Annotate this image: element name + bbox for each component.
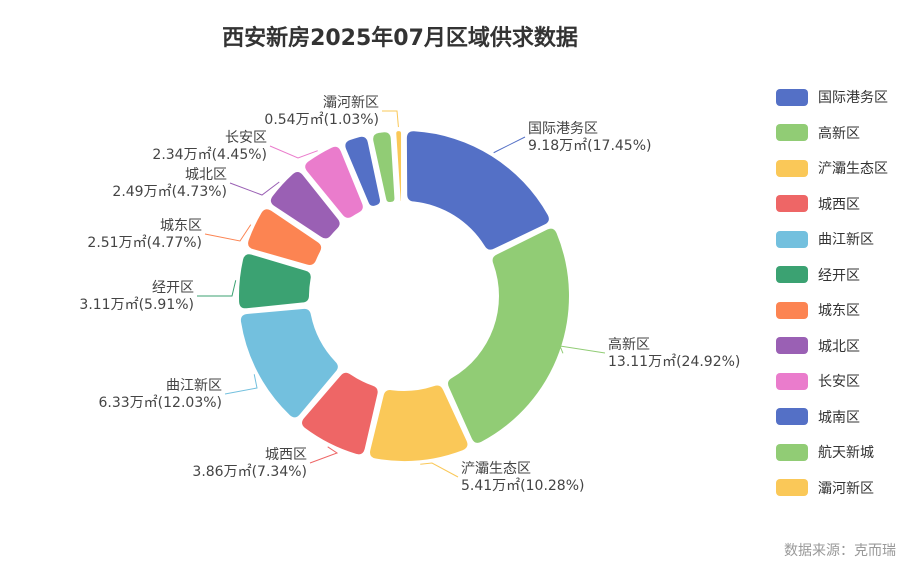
- slice-value-label-5: 3.11万㎡(5.91%): [79, 297, 194, 313]
- slice-7[interactable]: [270, 171, 340, 239]
- slice-10[interactable]: [373, 132, 395, 203]
- legend-item-1[interactable]: 高新区: [776, 122, 888, 144]
- legend-label: 长安区: [818, 374, 860, 390]
- label-line-8: [269, 145, 318, 159]
- label-line-4: [224, 374, 258, 395]
- slice-4[interactable]: [240, 308, 338, 418]
- slice-name-label-0: 国际港务区: [528, 121, 598, 137]
- slice-name-label-3: 城西区: [265, 447, 307, 463]
- slice-name-label-2: 浐灞生态区: [461, 461, 531, 477]
- label-line-0: [493, 136, 526, 154]
- legend-item-9[interactable]: 城南区: [776, 406, 888, 428]
- slice-name-label-7: 城北区: [185, 167, 227, 183]
- slice-value-label-7: 2.49万㎡(4.73%): [112, 184, 227, 200]
- chart-title: 西安新房2025年07月区域供求数据: [222, 26, 578, 51]
- label-line-6: [204, 224, 252, 242]
- legend-label: 曲江新区: [818, 232, 874, 248]
- legend-swatch: [776, 88, 808, 106]
- label-line-5: [197, 280, 237, 297]
- legend-swatch: [776, 443, 808, 461]
- slice-6[interactable]: [248, 209, 322, 265]
- label-line-3: [309, 446, 339, 464]
- legend-label: 城东区: [818, 303, 860, 319]
- slice-value-label-0: 9.18万㎡(17.45%): [528, 138, 651, 154]
- slice-3[interactable]: [302, 372, 378, 455]
- legend-item-5[interactable]: 经开区: [776, 264, 888, 286]
- legend-swatch: [776, 159, 808, 177]
- legend-swatch: [776, 479, 808, 496]
- data-source-note: 数据来源：克而瑞: [784, 543, 896, 559]
- legend-item-7[interactable]: 城北区: [776, 335, 888, 357]
- legend-item-6[interactable]: 城东区: [776, 299, 888, 321]
- legend-item-0[interactable]: 国际港务区: [776, 86, 888, 108]
- slice-name-label-5: 经开区: [152, 280, 194, 296]
- slice-11[interactable]: [396, 131, 402, 202]
- legend-item-4[interactable]: 曲江新区: [776, 228, 888, 250]
- legend-label: 高新区: [818, 125, 860, 142]
- legend-label: 城南区: [818, 409, 860, 426]
- legend-label: 经开区: [818, 267, 860, 284]
- slice-value-label-3: 3.86万㎡(7.34%): [192, 464, 307, 480]
- legend-label: 城西区: [818, 196, 860, 213]
- legend-swatch: [776, 266, 808, 283]
- legend-label: 灞河新区: [818, 480, 874, 497]
- legend-label: 浐灞生态区: [818, 161, 888, 177]
- slice-name-label-4: 曲江新区: [166, 378, 222, 394]
- label-line-7: [229, 181, 280, 196]
- legend-swatch: [776, 337, 808, 354]
- slice-value-label-4: 6.33万㎡(12.03%): [99, 395, 222, 411]
- slice-name-label-11: 灞河新区: [323, 95, 379, 111]
- legend-item-8[interactable]: 长安区: [776, 370, 888, 392]
- legend-swatch: [776, 195, 808, 212]
- legend-item-2[interactable]: 浐灞生态区: [776, 157, 888, 179]
- slice-name-label-1: 高新区: [608, 336, 650, 353]
- slice-value-label-8: 2.34万㎡(4.45%): [152, 147, 267, 163]
- label-line-11: [382, 110, 399, 128]
- legend-swatch: [776, 124, 808, 141]
- slice-9[interactable]: [345, 136, 380, 206]
- legend-swatch: [776, 301, 808, 319]
- legend-item-10[interactable]: 航天新城: [776, 441, 888, 463]
- slice-value-label-6: 2.51万㎡(4.77%): [87, 235, 202, 251]
- legend-item-11[interactable]: 灞河新区: [776, 477, 888, 499]
- legend-item-3[interactable]: 城西区: [776, 193, 888, 215]
- slice-8[interactable]: [305, 146, 363, 218]
- legend-label: 航天新城: [818, 445, 874, 461]
- label-line-2: [420, 462, 459, 478]
- legend-label: 城北区: [818, 338, 860, 355]
- slice-0[interactable]: [406, 131, 549, 250]
- slice-value-label-1: 13.11万㎡(24.92%): [608, 354, 740, 370]
- label-line-1: [559, 345, 606, 354]
- slice-value-label-11: 0.54万㎡(1.03%): [264, 112, 379, 128]
- slice-1[interactable]: [448, 228, 569, 443]
- legend-swatch: [776, 230, 808, 248]
- slice-5[interactable]: [238, 254, 311, 309]
- slice-name-label-8: 长安区: [225, 130, 267, 146]
- slice-name-label-6: 城东区: [160, 218, 202, 234]
- legend-swatch: [776, 372, 808, 390]
- legend-swatch: [776, 408, 808, 425]
- chart-legend: 国际港务区高新区浐灞生态区城西区曲江新区经开区城东区城北区长安区城南区航天新城灞…: [776, 86, 888, 512]
- legend-label: 国际港务区: [818, 90, 888, 106]
- slice-value-label-2: 5.41万㎡(10.28%): [461, 478, 584, 494]
- slice-2[interactable]: [370, 385, 468, 462]
